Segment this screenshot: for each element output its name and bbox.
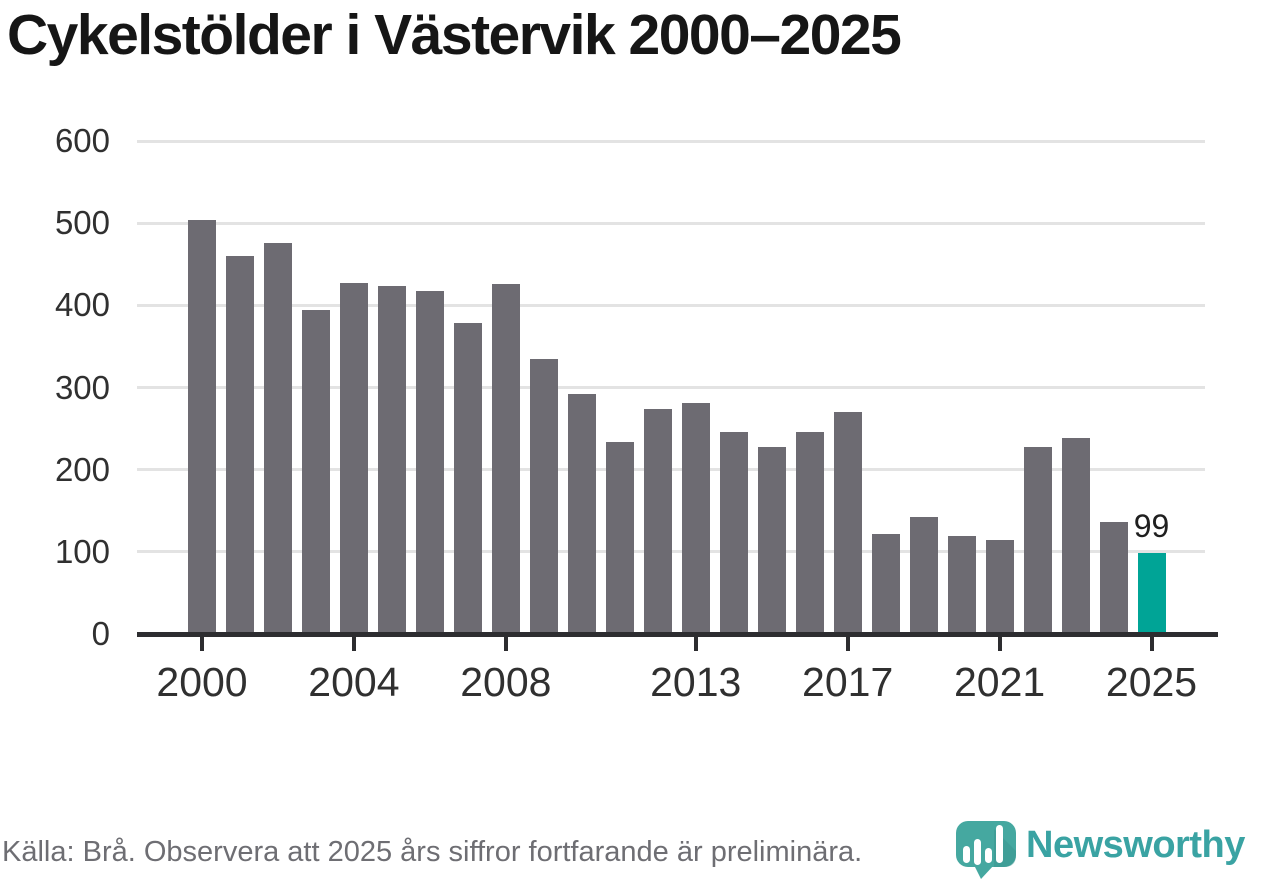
y-axis-label-600: 600 [54, 122, 110, 159]
bar-2024 [1099, 522, 1128, 634]
bar-2011 [605, 442, 634, 634]
gridline-y-500 [137, 221, 1205, 225]
bar-2014 [719, 432, 748, 634]
chart-title: Cykelstölder i Västervik 2000–2025 [7, 3, 902, 67]
bar-2001 [225, 256, 254, 634]
gridline-y-300 [137, 386, 1205, 389]
bar-2016 [795, 432, 824, 634]
newsworthy-logo: Newsworthy [953, 813, 1245, 879]
bar-2005 [377, 286, 406, 634]
bar-2019 [909, 517, 938, 634]
bar-2023 [1061, 438, 1090, 634]
bar-2010 [567, 394, 596, 634]
y-axis-label-400: 400 [54, 286, 110, 324]
y-axis-label-500: 500 [54, 204, 110, 242]
x-axis-tick-2000 [200, 636, 204, 651]
bar-2008 [491, 284, 520, 634]
newsworthy-wordmark: Newsworthy [1026, 824, 1245, 866]
x-axis-label-2000: 2000 [156, 659, 248, 705]
bar-2013 [681, 403, 710, 634]
x-axis-label-2017: 2017 [802, 659, 894, 705]
bar-2007 [453, 323, 482, 634]
gridline-y-400 [137, 303, 1205, 307]
y-axis-label-200: 200 [54, 450, 110, 488]
y-axis-label-300: 300 [54, 368, 110, 406]
bar-2017 [833, 412, 862, 634]
x-axis-tick-2004 [351, 636, 356, 651]
x-axis-label-2013: 2013 [650, 659, 742, 705]
y-axis-label-0: 0 [91, 615, 110, 652]
bar-2022 [1023, 447, 1052, 634]
bar-2003 [301, 310, 330, 634]
bar-2000 [188, 220, 216, 634]
bar-2006 [415, 291, 444, 634]
source-note: Källa: Brå. Observera att 2025 års siffr… [2, 836, 863, 868]
bar-2009 [529, 359, 558, 634]
newsworthy-bubble-bar-chart-icon [956, 821, 1016, 879]
x-axis-tick-2025 [1149, 636, 1154, 651]
x-axis-label-2021: 2021 [953, 659, 1046, 705]
y-axis-label-100: 100 [54, 532, 110, 570]
x-axis-label-2004: 2004 [308, 659, 400, 705]
x-axis-tick-2017 [845, 636, 850, 651]
highlight-value-label: 99 [1133, 508, 1170, 544]
bar-2004 [339, 283, 368, 634]
x-axis-tick-2008 [503, 636, 508, 651]
x-axis-tick-2013 [693, 636, 698, 651]
bar-2002 [263, 243, 292, 634]
x-axis-label-2008: 2008 [460, 659, 552, 705]
x-axis-label-2025: 2025 [1105, 659, 1198, 705]
bar-2015 [757, 447, 786, 634]
bar-2025 [1137, 553, 1166, 634]
x-axis-tick-2021 [997, 636, 1002, 651]
bar-2020 [947, 536, 976, 634]
bar-2018 [871, 534, 900, 634]
bar-2012 [643, 409, 672, 634]
bar-2021 [985, 540, 1014, 634]
x-axis-line [137, 631, 1218, 637]
gridline-y-600 [137, 139, 1205, 143]
